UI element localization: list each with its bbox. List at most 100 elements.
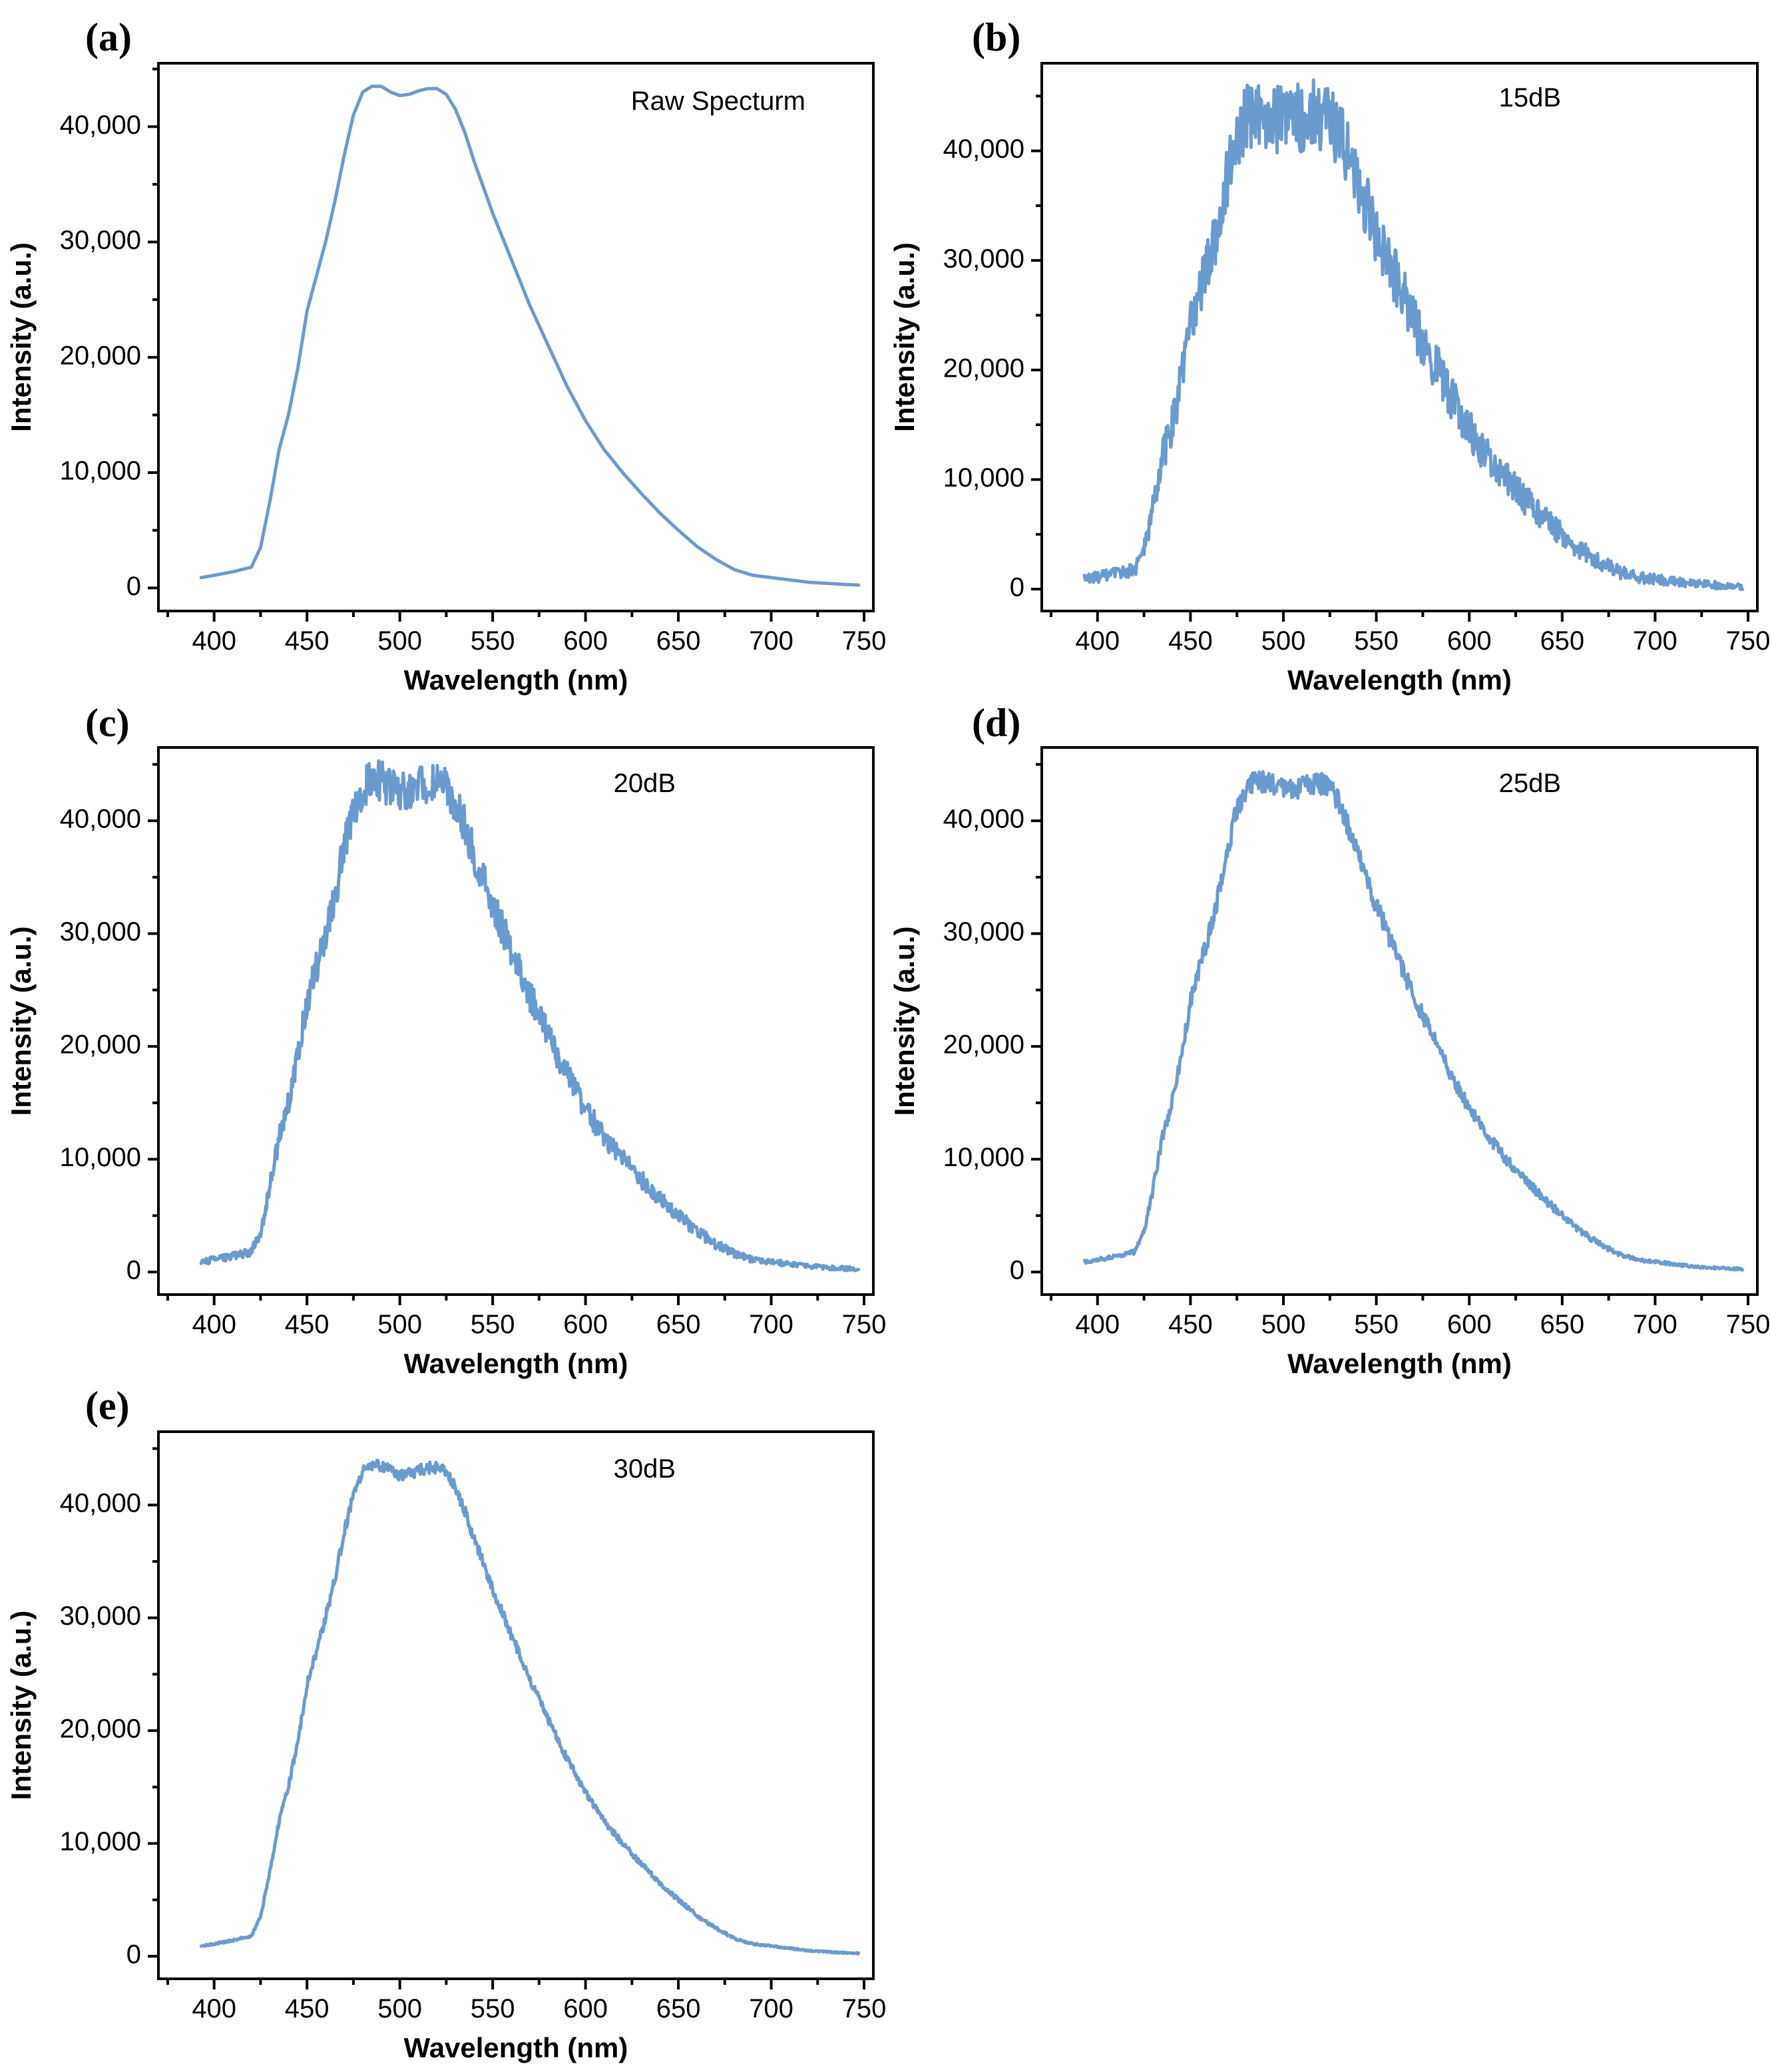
x-tick-label: 700	[749, 626, 793, 656]
y-axis-title: Intensity (a.u.)	[5, 927, 37, 1116]
y-axis-title: Intensity (a.u.)	[5, 1611, 37, 1800]
x-tick-label: 750	[842, 1310, 887, 1339]
series-annotation: Raw Specturm	[631, 87, 805, 116]
x-tick-label: 600	[563, 1310, 608, 1339]
y-tick-label: 30,000	[60, 917, 141, 946]
spectrum-line	[199, 759, 861, 1273]
x-tick-label: 400	[192, 1310, 236, 1339]
y-axis-title: Intensity (a.u.)	[889, 242, 920, 432]
y-tick-label: 30,000	[60, 1601, 141, 1631]
y-tick-label: 40,000	[60, 1489, 141, 1518]
chart-panel-a: (a) 400 450 500 550 600 650 700 750 0 10,000 20,000…	[5, 15, 886, 696]
chart-panel-c: (c) 400 450 500 550 600 650 700 750 0 10,000 20,000…	[5, 701, 886, 1379]
x-tick-label: 650	[656, 1310, 701, 1339]
y-tick-label: 20,000	[60, 341, 141, 370]
x-tick-label: 500	[377, 626, 422, 656]
y-tick-label: 0	[1010, 573, 1024, 602]
spectrum-line	[1082, 770, 1745, 1272]
panel-label: (e)	[85, 1384, 130, 1428]
y-tick-label: 10,000	[943, 463, 1024, 493]
x-tick-label: 400	[1075, 1310, 1120, 1339]
y-tick-label: 20,000	[943, 353, 1024, 383]
y-tick-label: 0	[126, 572, 141, 601]
y-tick-label: 20,000	[60, 1030, 141, 1060]
x-tick-label: 500	[1261, 1310, 1306, 1339]
y-axis-title: Intensity (a.u.)	[5, 242, 37, 432]
plot-frame	[1040, 746, 1759, 1296]
x-tick-label: 600	[1447, 1310, 1492, 1339]
x-axis-title: Wavelength (nm)	[1287, 1348, 1512, 1379]
chart-panel-e: (e) 400 450 500 550 600 650 700 750 0 10,000 20,000…	[5, 1384, 886, 2063]
series-annotation: 15dB	[1499, 83, 1561, 112]
x-tick-label: 450	[1168, 1310, 1213, 1339]
plot-frame	[1040, 62, 1759, 612]
x-tick-label: 650	[656, 626, 701, 656]
plot-frame	[157, 62, 875, 612]
series-annotation: 25dB	[1499, 769, 1561, 798]
x-tick-label: 550	[471, 1310, 515, 1339]
y-axis-title: Intensity (a.u.)	[889, 927, 920, 1116]
y-tick-label: 30,000	[943, 917, 1024, 946]
x-tick-label: 500	[377, 1310, 422, 1339]
y-tick-label: 10,000	[60, 457, 141, 486]
x-tick-label: 450	[285, 1310, 330, 1339]
y-tick-label: 40,000	[943, 134, 1024, 164]
panel-label: (b)	[972, 15, 1020, 59]
x-tick-label: 500	[1261, 626, 1306, 656]
x-tick-label: 400	[192, 1994, 236, 2023]
chart-panel-b: (b) 400 450 500 550 600 650 700 750 0 10,000 20,000…	[889, 15, 1770, 696]
x-tick-label: 450	[1168, 626, 1213, 656]
x-axis-title: Wavelength (nm)	[1287, 664, 1512, 696]
x-tick-label: 550	[471, 626, 515, 656]
y-tick-label: 0	[126, 1940, 141, 1969]
x-tick-label: 500	[377, 1994, 422, 2023]
x-tick-label: 650	[1540, 1310, 1584, 1339]
y-tick-label: 0	[126, 1256, 141, 1285]
x-tick-label: 750	[842, 626, 887, 656]
spectrum-line	[1082, 78, 1745, 591]
x-tick-label: 700	[1633, 1310, 1677, 1339]
x-tick-label: 700	[749, 1994, 793, 2023]
x-axis-title: Wavelength (nm)	[404, 1348, 628, 1379]
x-tick-label: 600	[1447, 626, 1492, 656]
x-tick-label: 750	[1726, 1310, 1770, 1339]
x-tick-label: 700	[1633, 626, 1677, 656]
y-tick-label: 30,000	[60, 226, 141, 255]
plot-frame	[157, 1430, 875, 1980]
panel-label: (a)	[85, 15, 132, 59]
x-tick-label: 700	[749, 1310, 793, 1339]
y-tick-label: 20,000	[943, 1030, 1024, 1060]
x-axis-title: Wavelength (nm)	[404, 2032, 628, 2063]
x-axis-title: Wavelength (nm)	[404, 664, 628, 696]
y-tick-label: 40,000	[60, 110, 141, 140]
spectrum-line	[199, 85, 861, 587]
x-tick-label: 650	[1540, 626, 1584, 656]
y-tick-label: 40,000	[943, 805, 1024, 834]
x-tick-label: 400	[192, 626, 236, 656]
x-tick-label: 750	[842, 1994, 887, 2023]
y-tick-label: 10,000	[60, 1143, 141, 1172]
x-tick-label: 550	[471, 1994, 515, 2023]
series-annotation: 30dB	[614, 1454, 676, 1484]
x-tick-label: 650	[656, 1994, 701, 2023]
panel-label: (d)	[972, 701, 1020, 745]
x-tick-label: 450	[285, 626, 330, 656]
y-tick-label: 10,000	[943, 1143, 1024, 1172]
x-tick-label: 450	[285, 1994, 330, 2023]
chart-panel-d: (d) 400 450 500 550 600 650 700 750 0 10,000 20,000…	[889, 701, 1770, 1379]
y-tick-label: 20,000	[60, 1715, 141, 1744]
x-tick-label: 600	[563, 1994, 608, 2023]
x-tick-label: 550	[1354, 626, 1399, 656]
plot-frame	[157, 746, 875, 1296]
y-tick-label: 30,000	[943, 244, 1024, 274]
x-tick-label: 600	[563, 626, 608, 656]
x-tick-label: 750	[1726, 626, 1770, 656]
series-annotation: 20dB	[614, 769, 676, 798]
panel-label: (c)	[85, 701, 130, 745]
x-tick-label: 550	[1354, 1310, 1399, 1339]
y-tick-label: 0	[1010, 1256, 1024, 1285]
x-tick-label: 400	[1075, 626, 1120, 656]
y-tick-label: 40,000	[60, 805, 141, 834]
spectrum-line	[199, 1458, 861, 1956]
